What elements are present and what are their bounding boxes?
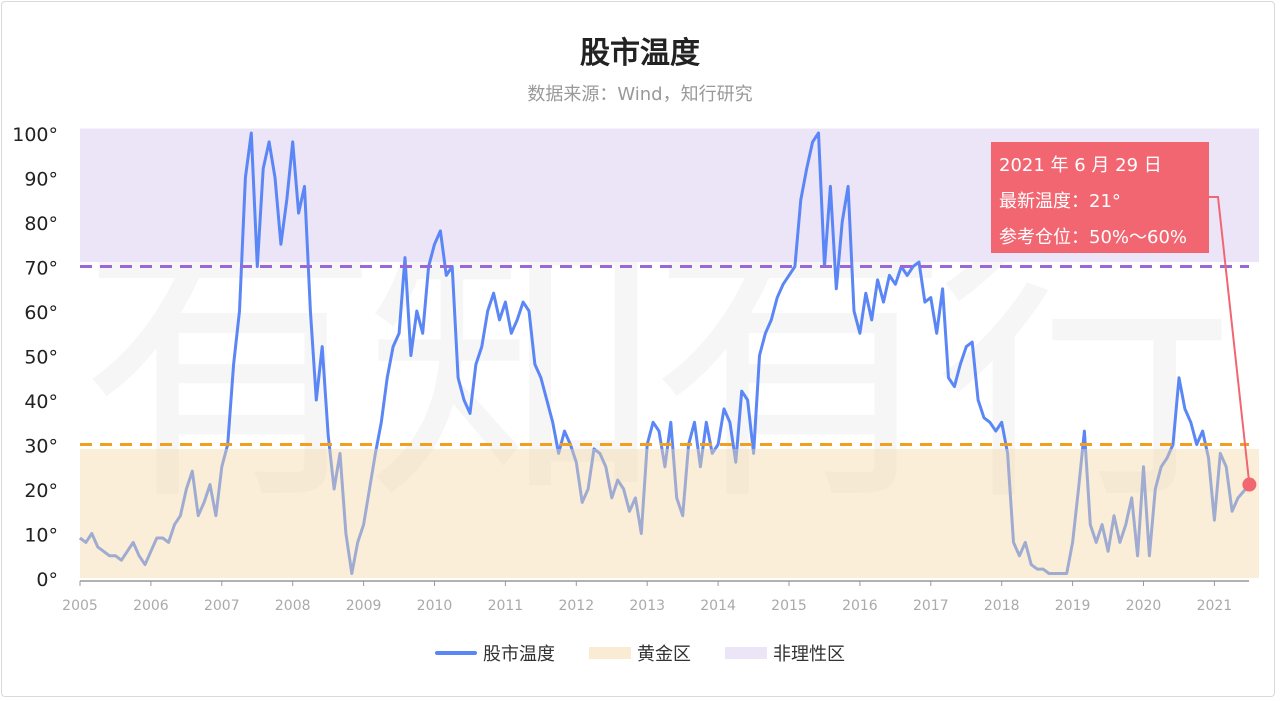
y-tick-label: 20° — [24, 480, 58, 502]
legend-label: 股市温度 — [483, 644, 555, 665]
x-tick-label: 2021 — [1197, 598, 1233, 614]
legend-label: 非理性区 — [773, 644, 845, 665]
x-tick-label: 2010 — [417, 598, 453, 614]
y-tick-label: 10° — [24, 525, 58, 547]
x-tick-label: 2007 — [204, 598, 240, 614]
x-tick-label: 2020 — [1126, 598, 1162, 614]
golden-zone-band — [80, 448, 1259, 578]
tooltip-latest-temperature: 最新温度：21° — [999, 191, 1121, 212]
x-tick-label: 2005 — [62, 598, 98, 614]
x-tick-label: 2017 — [913, 598, 949, 614]
y-tick-label: 30° — [24, 436, 58, 458]
x-tick-label: 2014 — [700, 598, 736, 614]
latest-point-marker — [1242, 477, 1257, 492]
x-tick-label: 2006 — [133, 598, 169, 614]
legend-item-golden-zone[interactable]: 黄金区 — [589, 640, 691, 666]
legend-line-swatch — [435, 651, 477, 655]
y-tick-label: 0° — [36, 569, 58, 591]
y-tick-label: 90° — [24, 169, 58, 191]
x-tick-label: 2009 — [346, 598, 382, 614]
x-tick-label: 2012 — [558, 598, 594, 614]
latest-value-tooltip: 2021 年 6 月 29 日 最新温度：21° 参考仓位：50%～60% — [991, 142, 1209, 253]
chart-title: 股市温度 — [580, 36, 700, 71]
y-tick-label: 100° — [12, 124, 58, 146]
x-tick-label: 2011 — [488, 598, 524, 614]
x-tick-label: 2015 — [771, 598, 807, 614]
legend-item-temperature[interactable]: 股市温度 — [435, 640, 555, 666]
y-tick-label: 40° — [24, 391, 58, 413]
x-tick-label: 2013 — [629, 598, 665, 614]
y-tick-label: 80° — [24, 213, 58, 235]
tooltip-reference-position: 参考仓位：50%～60% — [999, 227, 1188, 248]
legend-box-swatch — [589, 647, 631, 659]
y-tick-label: 70° — [24, 258, 58, 280]
tooltip-date: 2021 年 6 月 29 日 — [999, 155, 1162, 176]
chart-legend: 股市温度 黄金区 非理性区 — [0, 640, 1280, 666]
x-tick-label: 2008 — [275, 598, 311, 614]
legend-label: 黄金区 — [637, 644, 691, 665]
legend-item-irrational-zone[interactable]: 非理性区 — [725, 640, 845, 666]
chart-subtitle: 数据来源：Wind，知行研究 — [527, 84, 753, 105]
y-tick-label: 60° — [24, 302, 58, 324]
x-tick-label: 2019 — [1055, 598, 1091, 614]
temperature-line — [79, 131, 1251, 575]
y-tick-label: 50° — [24, 347, 58, 369]
legend-box-swatch — [725, 647, 767, 659]
x-tick-label: 2018 — [984, 598, 1020, 614]
x-tick-label: 2016 — [842, 598, 878, 614]
tooltip-leader-line — [1209, 196, 1251, 485]
